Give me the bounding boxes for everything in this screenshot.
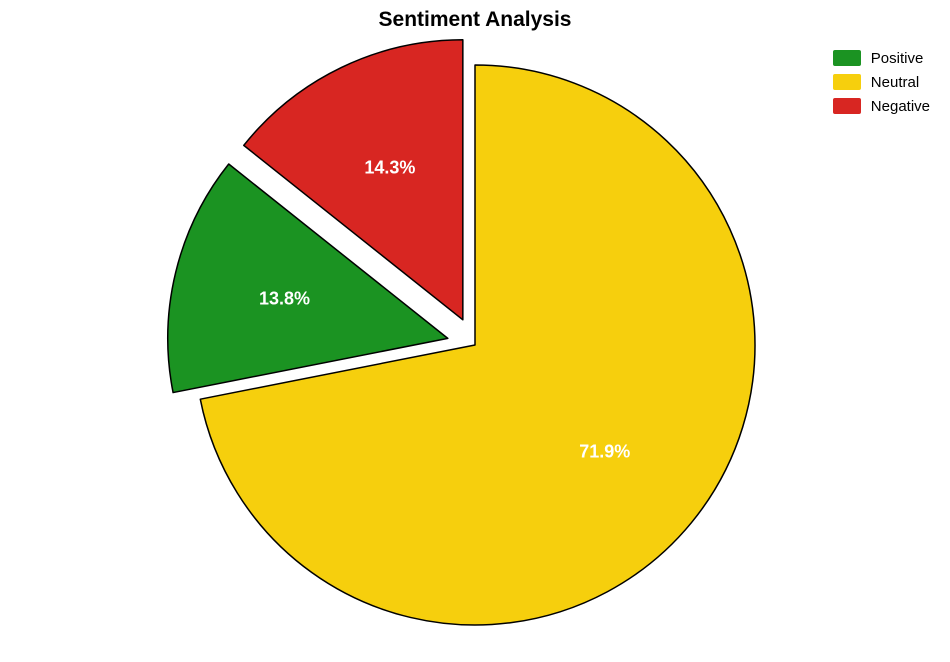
legend-label: Negative [871,98,930,115]
legend-swatch [833,50,861,66]
legend-item-neutral: Neutral [833,70,930,94]
legend-swatch [833,98,861,114]
legend-label: Positive [871,50,924,67]
legend-item-negative: Negative [833,94,930,118]
slice-label-positive: 13.8% [259,288,310,309]
legend: Positive Neutral Negative [833,46,930,118]
slice-label-negative: 14.3% [364,158,415,179]
pie-svg [0,0,950,662]
legend-swatch [833,74,861,90]
slice-label-neutral: 71.9% [579,441,630,462]
legend-label: Neutral [871,74,919,91]
sentiment-pie-chart: Sentiment Analysis 71.9%13.8%14.3% Posit… [0,0,950,662]
legend-item-positive: Positive [833,46,930,70]
